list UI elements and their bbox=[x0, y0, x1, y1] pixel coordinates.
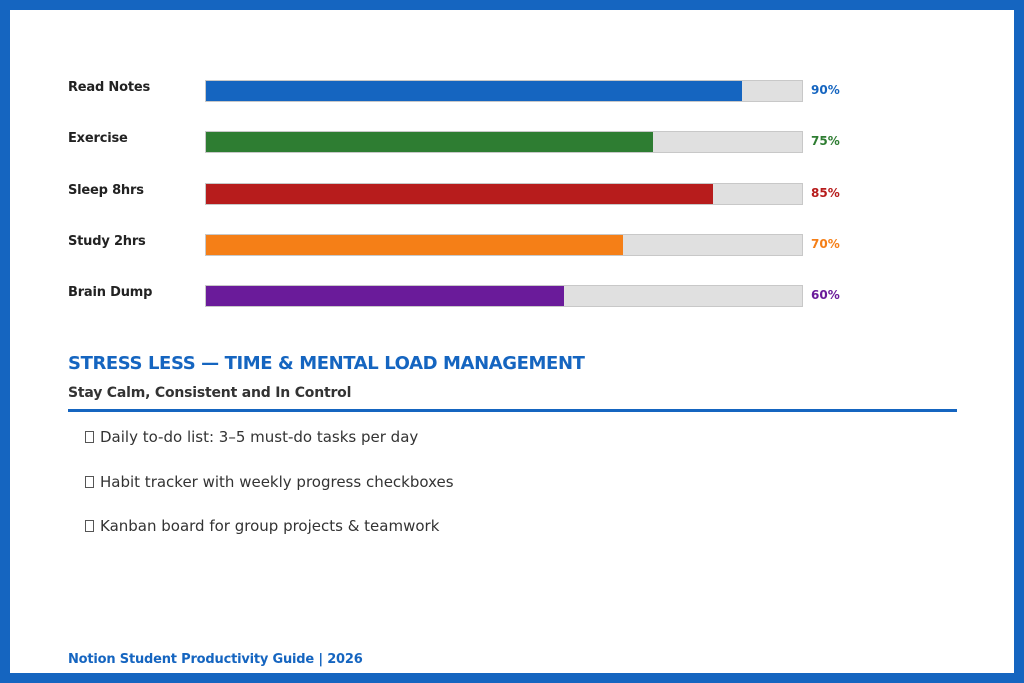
progress-track bbox=[205, 285, 803, 308]
progress-track bbox=[205, 182, 803, 205]
habit-label: Brain Dump bbox=[68, 285, 153, 301]
habit-percent: 70% bbox=[811, 236, 840, 251]
page-footer: Notion Student Productivity Guide | 2026 bbox=[68, 652, 363, 667]
progress-track bbox=[205, 131, 803, 154]
habit-row: Brain Dump 60% bbox=[68, 281, 968, 332]
habit-row: Read Notes 90% bbox=[68, 76, 968, 127]
progress-fill bbox=[206, 183, 713, 204]
progress-fill bbox=[206, 286, 564, 307]
list-item-text: Daily to-do list: 3–5 must-do tasks per … bbox=[100, 428, 419, 446]
checkbox-icon bbox=[85, 475, 94, 488]
habit-row: Sleep 8hrs 85% bbox=[68, 179, 968, 230]
list-item-text: Habit tracker with weekly progress check… bbox=[100, 472, 454, 491]
habit-label: Study 2hrs bbox=[68, 233, 146, 249]
section-subtitle: Stay Calm, Consistent and In Control bbox=[68, 385, 352, 401]
progress-track bbox=[205, 233, 803, 256]
habit-label: Read Notes bbox=[68, 80, 151, 95]
habit-row: Study 2hrs 70% bbox=[68, 230, 968, 281]
list-item: Habit tracker with weekly progress check… bbox=[85, 473, 454, 518]
habit-row: Exercise 75% bbox=[68, 127, 968, 178]
habit-percent: 60% bbox=[811, 288, 840, 303]
list-item-text: Kanban board for group projects & teamwo… bbox=[100, 517, 440, 535]
list-item: Daily to-do list: 3–5 must-do tasks per … bbox=[85, 428, 454, 473]
list-item: Kanban board for group projects & teamwo… bbox=[85, 517, 454, 562]
section-divider bbox=[68, 409, 957, 412]
progress-track bbox=[205, 80, 803, 102]
section-title: STRESS LESS — TIME & MENTAL LOAD MANAGEM… bbox=[68, 353, 585, 374]
habit-label: Exercise bbox=[68, 131, 128, 147]
progress-fill bbox=[206, 81, 743, 101]
progress-fill bbox=[206, 132, 653, 153]
progress-fill bbox=[206, 234, 624, 255]
habit-label: Sleep 8hrs bbox=[68, 182, 144, 198]
page: Read Notes 90% Exercise 75% Sleep 8hrs 8… bbox=[10, 10, 1014, 673]
habit-percent: 85% bbox=[811, 185, 840, 200]
checkbox-icon bbox=[85, 520, 94, 532]
feature-checklist: Daily to-do list: 3–5 must-do tasks per … bbox=[85, 428, 454, 562]
checkbox-icon bbox=[85, 431, 94, 443]
habit-percent: 90% bbox=[811, 83, 840, 97]
habit-progress-bars: Read Notes 90% Exercise 75% Sleep 8hrs 8… bbox=[68, 76, 968, 332]
habit-percent: 75% bbox=[811, 134, 840, 149]
